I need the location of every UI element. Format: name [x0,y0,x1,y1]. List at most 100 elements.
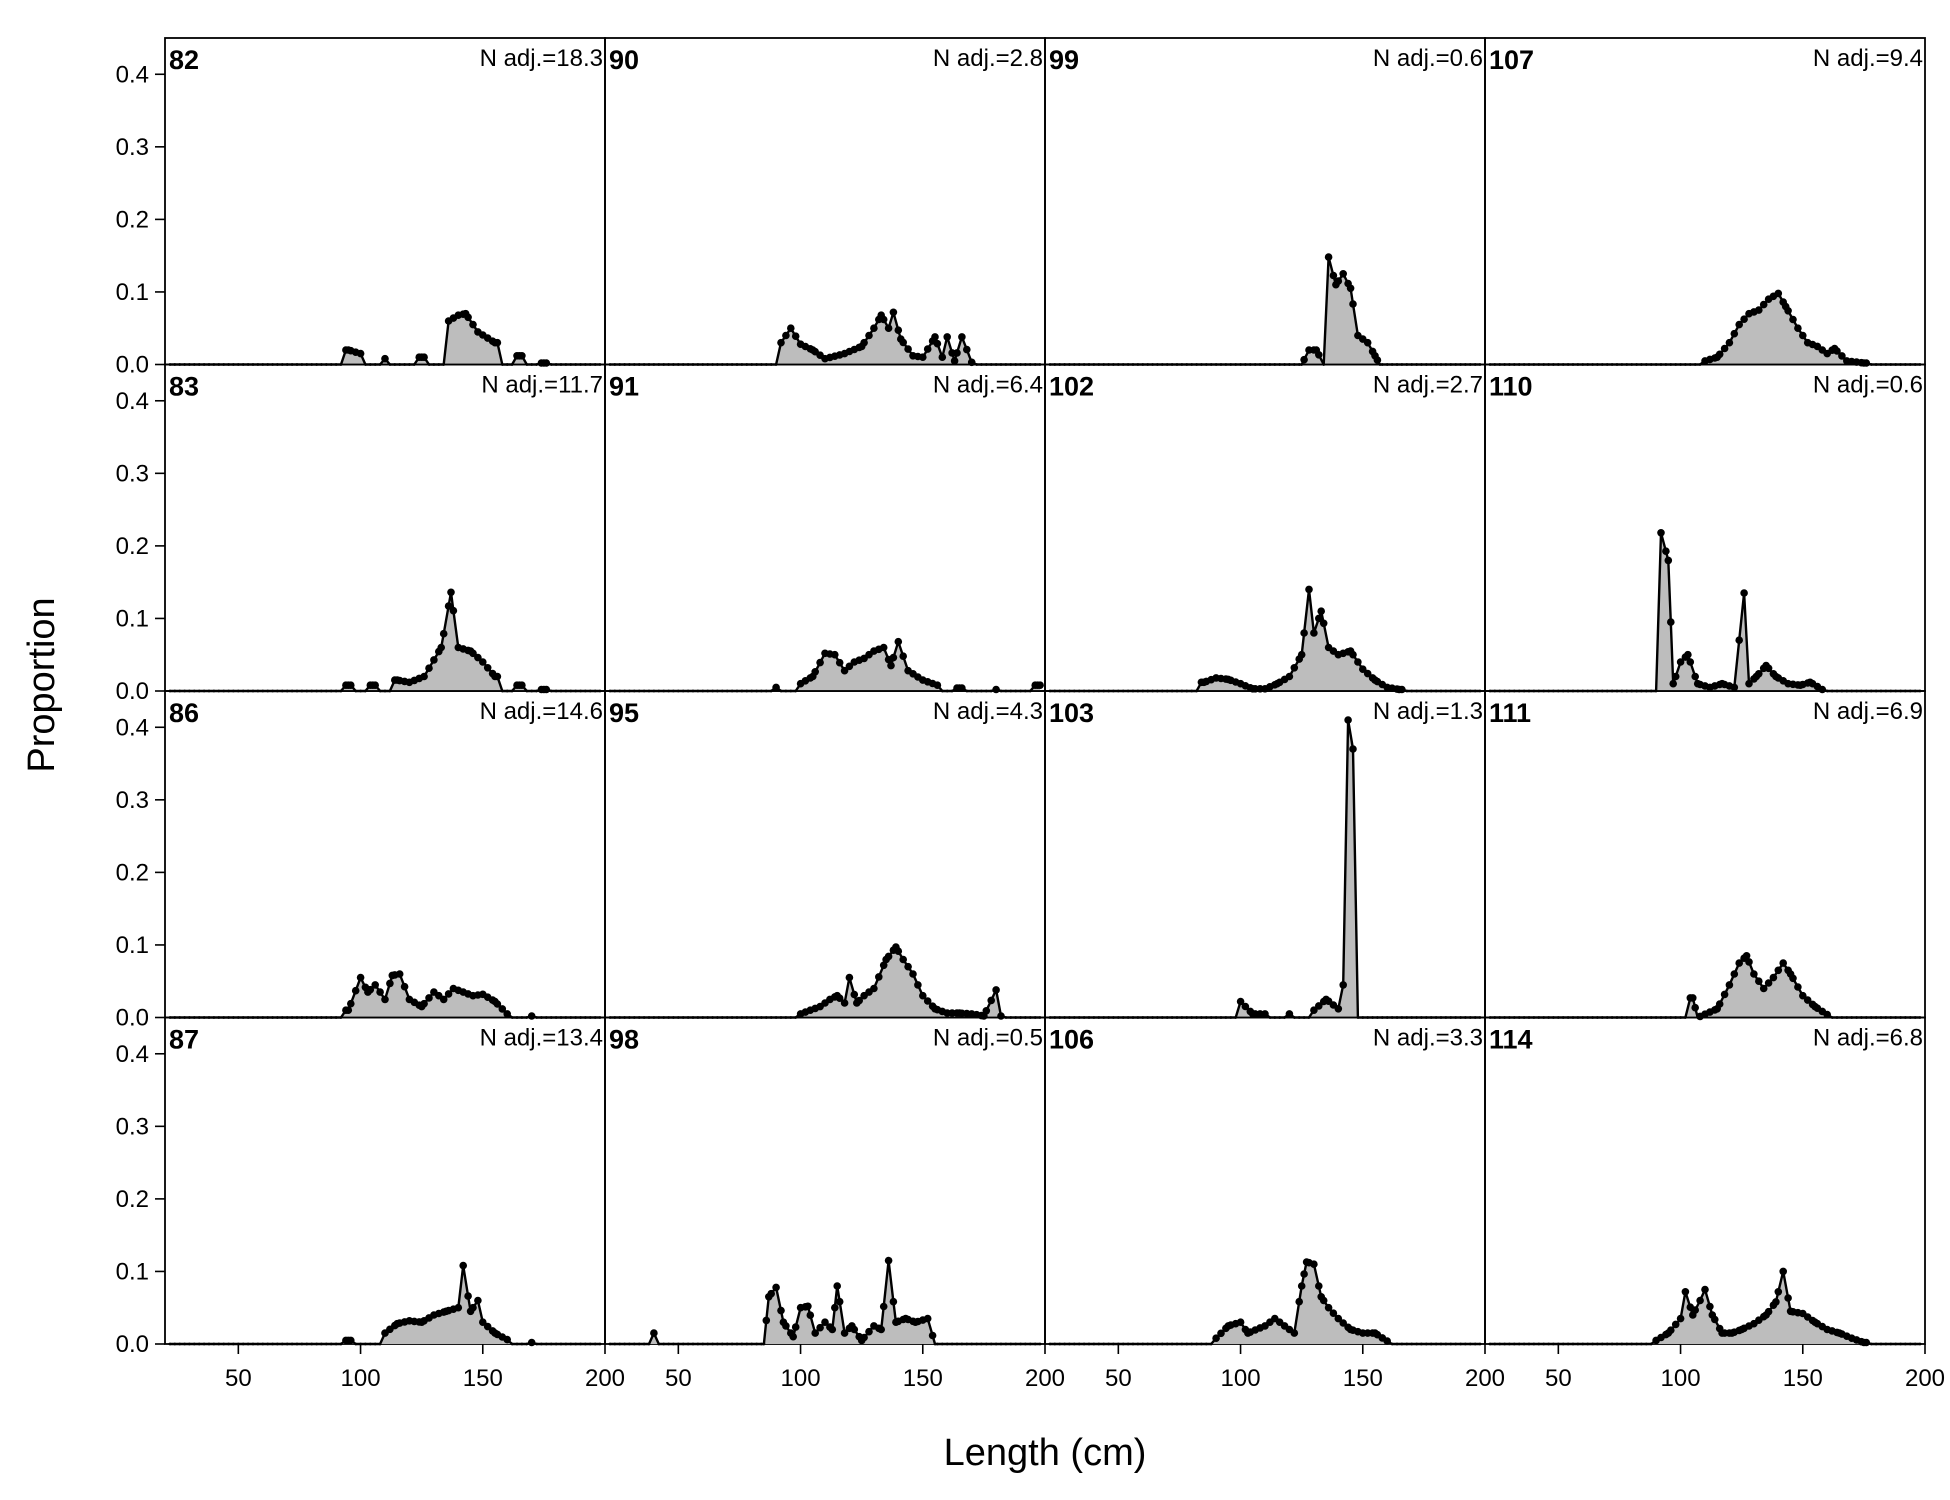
y-tick-label: 0.0 [116,352,149,379]
data-point [889,653,898,662]
data-point [772,1283,780,1292]
panel-n-adj-label: N adj.=13.4 [480,1025,603,1052]
data-point [1547,1342,1550,1346]
data-point [381,354,389,363]
distribution-area [169,974,601,1018]
data-point [207,1342,211,1346]
y-tick-label: 0.0 [116,678,149,705]
data-point [261,1342,265,1346]
data-point [850,990,859,999]
data-point [1669,679,1677,688]
data-point [970,1342,974,1346]
data-point [943,333,951,341]
data-point [1644,1342,1648,1346]
data-point [574,1342,578,1346]
data-point [928,1331,937,1340]
y-tick-label: 0.0 [116,1005,149,1032]
data-point [816,658,824,667]
data-point [386,979,394,988]
data-point [1527,1342,1531,1346]
data-point [931,333,939,341]
data-point [1784,1294,1792,1302]
data-point [992,986,1000,994]
data-point [894,947,903,955]
data-point [371,681,380,689]
data-point [1745,958,1753,966]
panels-grid: 82 N adj.=18.3 0.0 0.1 0.2 0.3 0.4 83 N adj.=11.… [116,37,1945,1392]
data-point [879,961,888,970]
data-point [527,1012,536,1020]
data-point [1794,324,1802,333]
data-point [344,1006,353,1014]
data-point [860,1333,868,1342]
data-point [241,1342,245,1346]
data-point [933,339,942,348]
data-point [987,996,995,1005]
data-point [904,345,912,353]
data-point [1454,1342,1458,1346]
data-point [1141,1342,1145,1346]
data-point [1310,629,1318,637]
data-point [772,683,780,692]
data-point [549,1342,553,1346]
data-point [1764,979,1773,987]
data-point [227,1342,231,1346]
data-point [965,1342,969,1346]
data-point [1818,685,1827,694]
data-point [454,1303,463,1312]
data-point [373,1342,377,1346]
panel-n-adj-label: N adj.=1.3 [1373,698,1483,725]
data-point [430,656,438,664]
data-point [608,1342,612,1346]
data-point [584,1342,587,1346]
data-point [945,1342,949,1346]
data-point [1400,1342,1404,1346]
data-point [1498,1342,1502,1346]
panel-n-adj-label: N adj.=0.6 [1373,45,1483,72]
y-tick-label: 0.1 [116,279,149,306]
data-point [1319,619,1328,628]
data-point [904,962,912,971]
data-point [217,1342,221,1346]
data-point [518,681,526,689]
data-point [642,1342,646,1346]
data-point [1102,1342,1106,1346]
panel-year-label: 99 [1049,45,1079,75]
data-point [1131,1342,1135,1346]
data-point [1019,1342,1022,1346]
data-point [958,333,966,341]
data-point [1204,1342,1208,1346]
data-point [1630,1342,1634,1346]
data-point [899,338,907,347]
x-tick-label: 50 [1545,1365,1572,1392]
data-point [295,1342,299,1346]
data-point [1745,679,1753,688]
data-point [542,359,551,367]
panel-82: 82 N adj.=18.3 0.0 0.1 0.2 0.3 0.4 [116,37,606,379]
data-point [1537,1342,1541,1346]
data-point [483,664,492,672]
data-point [1755,670,1763,678]
data-point [544,1342,548,1346]
data-point [833,1282,841,1290]
data-point [251,1342,255,1346]
data-point [877,1325,885,1334]
data-point [1373,356,1382,364]
data-point [730,1342,734,1346]
data-point [1305,585,1313,594]
data-point [439,629,448,638]
data-point [1058,1342,1062,1346]
data-point [762,1316,771,1325]
data-point [992,685,1000,694]
data-point [447,588,455,597]
panel-n-adj-label: N adj.=18.3 [480,45,603,72]
data-point [1315,1002,1323,1010]
data-point [1310,1260,1318,1268]
data-point [339,1342,343,1346]
data-point [840,1329,849,1337]
data-point [899,652,907,660]
data-point [914,981,922,989]
data-point [1290,1329,1299,1337]
